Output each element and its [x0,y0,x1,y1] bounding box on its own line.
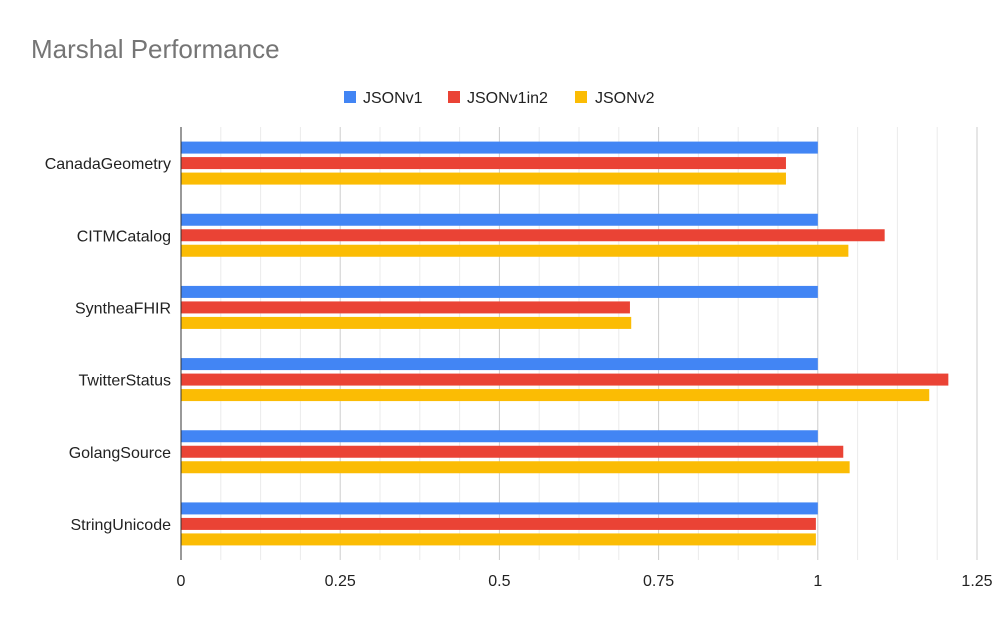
bar-jsonv1-citmcatalog [181,213,818,226]
bar-jsonv1in2-stringunicode [181,517,816,530]
x-tick-label: 0 [177,573,186,590]
bar-jsonv2-syntheafhir [181,316,632,329]
category-label-twitterstatus: TwitterStatus [79,373,171,390]
x-tick-label: 0.5 [488,573,510,590]
bar-jsonv2-stringunicode [181,533,816,546]
legend-label-jsonv1: JSONv1 [363,90,423,107]
category-label-stringunicode: StringUnicode [71,517,172,534]
bars [181,141,949,546]
bar-jsonv2-golangsource [181,461,850,474]
x-tick-label: 1 [813,573,822,590]
gridlines [220,127,978,560]
bar-jsonv1in2-citmcatalog [181,229,885,242]
category-label-canadageometry: CanadaGeometry [45,156,171,173]
legend: JSONv1 JSONv1in2 JSONv2 [344,90,655,107]
category-label-golangsource: GolangSource [69,445,171,462]
bar-jsonv1-stringunicode [181,502,818,515]
category-label-citmcatalog: CITMCatalog [77,228,171,245]
bar-jsonv1in2-golangsource [181,445,844,458]
legend-swatch-jsonv2 [575,91,587,103]
tick-labels: 0 0.25 0.5 0.75 1 1.25 [177,573,993,590]
bar-jsonv1-canadageometry [181,141,818,154]
x-tick-label: 1.25 [961,573,992,590]
category-labels: CanadaGeometry CITMCatalog SyntheaFHIR Twit… [45,156,171,534]
legend-label-jsonv2: JSONv2 [595,90,655,107]
legend-label-jsonv1in2: JSONv1in2 [467,90,548,107]
bar-jsonv1-twitterstatus [181,358,818,371]
bar-jsonv2-canadageometry [181,172,786,185]
bar-jsonv1-golangsource [181,430,818,443]
bar-jsonv1in2-twitterstatus [181,373,949,386]
bar-jsonv1in2-syntheafhir [181,301,630,314]
bar-jsonv2-twitterstatus [181,389,930,402]
x-tick-label: 0.75 [643,573,674,590]
x-tick-label: 0.25 [325,573,356,590]
bar-jsonv2-citmcatalog [181,244,849,257]
legend-swatch-jsonv1 [344,91,356,103]
chart-title: Marshal Performance [31,34,280,64]
bar-jsonv1-syntheafhir [181,285,818,298]
legend-swatch-jsonv1in2 [448,91,460,103]
bar-jsonv1in2-canadageometry [181,157,786,170]
category-label-syntheafhir: SyntheaFHIR [75,300,171,317]
